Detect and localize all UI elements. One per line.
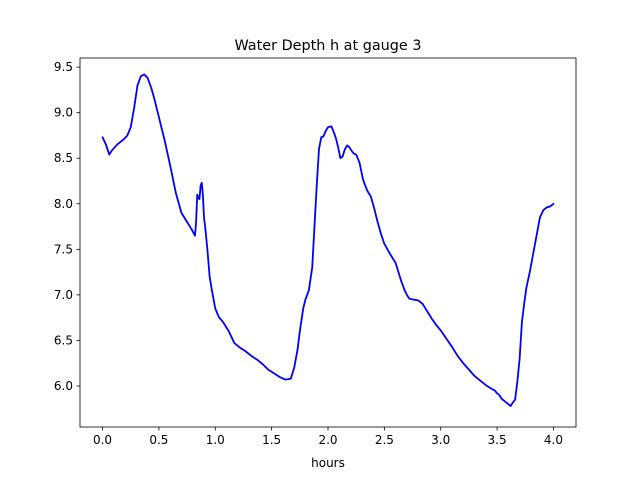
x-tick-label: 3.0 xyxy=(431,433,450,447)
x-tick-label: 1.5 xyxy=(262,433,281,447)
plot-frame xyxy=(79,57,577,428)
y-axis-ticks: 6.0 6.5 7.0 7.5 8.0 8.5 9.0 9.5 xyxy=(54,60,80,393)
chart-title: Water Depth h at gauge 3 xyxy=(234,38,421,54)
x-tick-label: 3.5 xyxy=(488,433,507,447)
x-tick-label: 2.5 xyxy=(375,433,394,447)
series-line xyxy=(101,73,555,407)
y-tick-label: 7.5 xyxy=(54,242,73,256)
x-tick-label: 2.0 xyxy=(318,433,337,447)
x-axis-label: hours xyxy=(311,456,345,470)
y-tick-label: 9.5 xyxy=(54,60,73,74)
x-tick-label: 0.0 xyxy=(93,433,112,447)
x-tick-label: 4.0 xyxy=(544,433,563,447)
y-tick-label: 9.0 xyxy=(54,106,73,120)
y-tick-label: 6.0 xyxy=(54,379,73,393)
y-tick-label: 8.5 xyxy=(54,151,73,165)
y-tick-label: 8.0 xyxy=(54,197,73,211)
x-axis-ticks: 0.0 0.5 1.0 1.5 2.0 2.5 3.0 3.5 4.0 xyxy=(93,427,563,447)
series-group xyxy=(101,73,555,407)
y-tick-label: 7.0 xyxy=(54,288,73,302)
y-tick-label: 6.5 xyxy=(54,333,73,347)
x-tick-label: 0.5 xyxy=(149,433,168,447)
x-tick-label: 1.0 xyxy=(206,433,225,447)
